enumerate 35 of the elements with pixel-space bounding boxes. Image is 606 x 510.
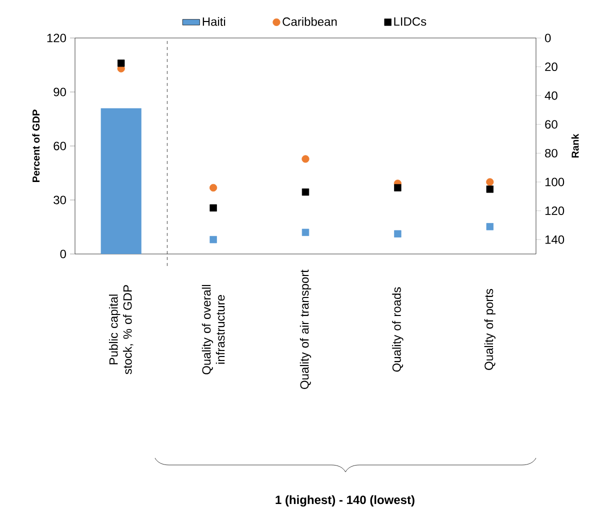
point	[210, 184, 218, 192]
point	[210, 236, 217, 244]
point	[302, 188, 310, 196]
y2-tick-label: 100	[545, 178, 564, 186]
text: 1 (highest) - 140 (lowest)	[276, 495, 414, 507]
y2-tick-label: 20	[545, 62, 558, 72]
y2-tick-label: 120	[545, 206, 564, 216]
legend-label: Caribbean	[282, 17, 337, 26]
x-tick-label: Quality of overall infrastructure	[202, 284, 225, 374]
point	[486, 186, 494, 193]
y2-tick-label: 80	[545, 148, 558, 158]
point	[486, 178, 494, 186]
y2-axis-title: Rank	[571, 134, 579, 158]
x-tick-label: Quality of ports	[484, 288, 496, 370]
x-tick-label: Public capital stock, % of GDP	[108, 285, 134, 374]
point	[302, 228, 310, 236]
y-tick-label: 120	[47, 34, 66, 42]
y2-tick-label: 140	[545, 235, 564, 244]
y2-tick-label: 0	[545, 34, 551, 42]
point	[486, 223, 494, 230]
y-axis-title: Percent of GDP	[32, 110, 40, 182]
legend-label: LIDCs	[394, 17, 426, 26]
y-tick-label: 60	[54, 142, 66, 150]
y-tick-label: 90	[54, 88, 66, 96]
point	[394, 184, 402, 192]
x-tick-label: Quality of roads	[392, 287, 404, 372]
legend-label: Haiti	[202, 17, 226, 26]
point	[210, 204, 217, 212]
y2-tick-label: 60	[545, 120, 558, 129]
y2-tick-label: 40	[544, 91, 558, 100]
x-tick-label: Quality of air transport	[300, 270, 312, 389]
point	[394, 230, 402, 238]
y-tick-label: 0	[60, 250, 66, 258]
y-tick-label: 30	[54, 196, 66, 204]
point	[302, 155, 310, 163]
